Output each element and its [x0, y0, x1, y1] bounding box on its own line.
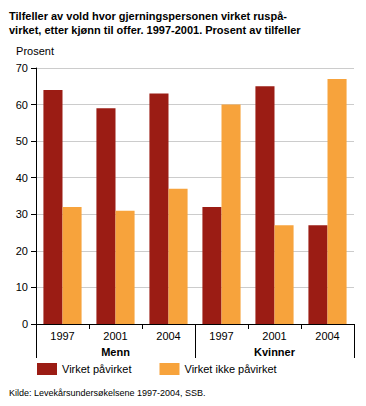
- svg-text:0: 0: [22, 318, 28, 330]
- svg-text:Menn: Menn: [101, 346, 130, 358]
- svg-text:30: 30: [16, 208, 28, 220]
- svg-text:Virket ikke påvirket: Virket ikke påvirket: [184, 363, 276, 375]
- svg-text:60: 60: [16, 99, 28, 111]
- svg-text:50: 50: [16, 135, 28, 147]
- svg-text:1997: 1997: [50, 330, 74, 342]
- svg-text:70: 70: [16, 62, 28, 74]
- svg-text:Virket påvirket: Virket påvirket: [62, 363, 132, 375]
- svg-text:2001: 2001: [103, 330, 127, 342]
- svg-text:virket, etter kjønn til offer.: virket, etter kjønn til offer. 1997-2001…: [9, 24, 301, 36]
- svg-text:10: 10: [16, 281, 28, 293]
- svg-text:Kvinner: Kvinner: [254, 346, 296, 358]
- svg-text:2004: 2004: [315, 330, 339, 342]
- svg-text:Prosent: Prosent: [16, 45, 54, 57]
- svg-text:1997: 1997: [209, 330, 233, 342]
- svg-text:40: 40: [16, 172, 28, 184]
- svg-text:Kilde: Levekårsundersøkelsene: Kilde: Levekårsundersøkelsene 1997-2004,…: [9, 388, 206, 398]
- svg-text:Tilfeller av vold hvor gjernin: Tilfeller av vold hvor gjerningspersonen…: [9, 10, 287, 22]
- svg-text:2001: 2001: [262, 330, 286, 342]
- svg-text:2004: 2004: [156, 330, 180, 342]
- svg-text:20: 20: [16, 245, 28, 257]
